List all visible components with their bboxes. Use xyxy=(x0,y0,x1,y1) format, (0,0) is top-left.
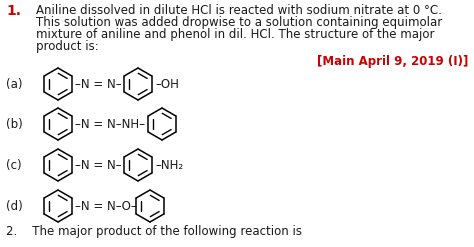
Text: mixture of aniline and phenol in dil. HCl. The structure of the major: mixture of aniline and phenol in dil. HC… xyxy=(36,28,435,41)
Text: (a): (a) xyxy=(6,78,22,90)
Text: 1.: 1. xyxy=(6,4,21,18)
Text: –NH₂: –NH₂ xyxy=(155,159,183,171)
Text: –N = N–NH–: –N = N–NH– xyxy=(75,118,145,130)
Text: (d): (d) xyxy=(6,200,23,212)
Text: product is:: product is: xyxy=(36,40,99,53)
Text: –N = N–O–: –N = N–O– xyxy=(75,200,137,212)
Text: –N = N–: –N = N– xyxy=(75,159,122,171)
Text: –N = N–: –N = N– xyxy=(75,78,122,90)
Text: Aniline dissolved in dilute HCl is reacted with sodium nitrate at 0 °C.: Aniline dissolved in dilute HCl is react… xyxy=(36,4,442,17)
Text: (b): (b) xyxy=(6,118,23,130)
Text: (c): (c) xyxy=(6,159,22,171)
Text: [Main April 9, 2019 (I)]: [Main April 9, 2019 (I)] xyxy=(317,55,468,68)
Text: –OH: –OH xyxy=(155,78,179,90)
Text: 2.    The major product of the following reaction is: 2. The major product of the following re… xyxy=(6,225,302,238)
Text: This solution was added dropwise to a solution containing equimolar: This solution was added dropwise to a so… xyxy=(36,16,442,29)
